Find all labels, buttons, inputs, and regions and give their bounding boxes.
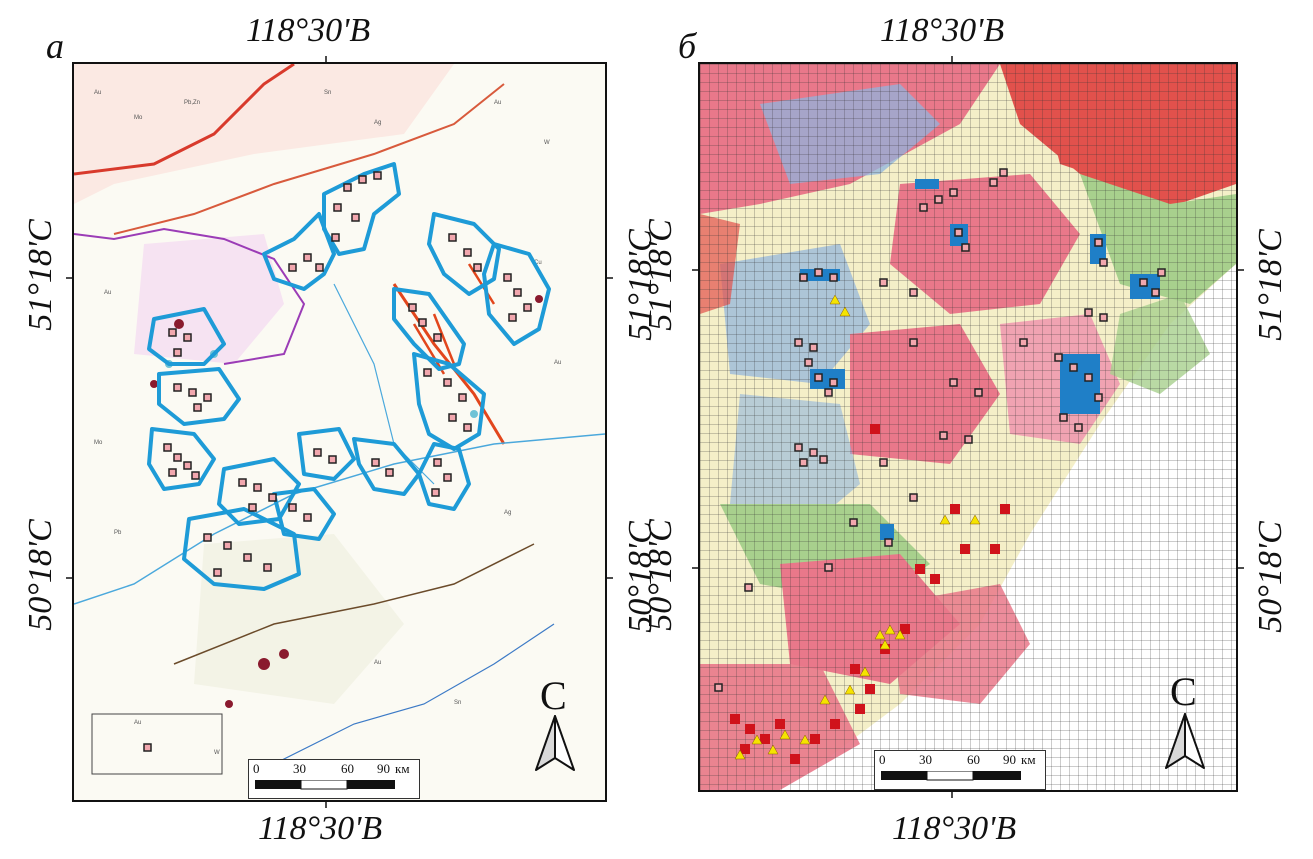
svg-text:Au: Au [94,90,101,96]
svg-text:W: W [214,750,220,756]
panel-b-scale-tick-90: 90 [1003,752,1016,767]
panel-b-scale-segments [881,771,1021,781]
panel-a-map: Au Mo Pb,Zn Sn Ag Au W Au Mo Pb Cu Au Ag Au Sn Au W [72,62,607,802]
svg-text:Mo: Mo [94,440,103,446]
panel-b-bottom-longitude: 118°30'В [892,810,1017,847]
panel-b-scale-tick-0: 0 [879,752,886,767]
panel-a-letter: а [40,28,70,64]
svg-text:Au: Au [134,720,141,726]
svg-text:Au: Au [554,360,561,366]
panel-a-north-arrow-icon [535,715,575,771]
panel-a-map-canvas: Au Mo Pb,Zn Sn Ag Au W Au Mo Pb Cu Au Ag Au Sn Au W [74,64,605,800]
svg-text:Ag: Ag [374,120,381,126]
panel-a-scale-bar: 0 30 60 90 км [248,759,420,799]
svg-text:Mo: Mo [134,115,143,121]
panel-a-scale-tick-90: 90 [377,761,390,776]
panel-b-letter: б [672,28,703,64]
panel-b-top-longitude: 118°30'В [880,12,1005,49]
panel-a-north-letter: С [540,673,567,718]
panel-b-scale-unit: км [1021,752,1036,767]
panel-b-map-canvas [700,64,1236,790]
svg-text:Pb,Zn: Pb,Zn [184,100,200,106]
svg-text:Pb: Pb [114,530,122,536]
panel-b-north-letter: С [1170,669,1197,714]
panel-a-scale-segments [255,780,395,790]
svg-text:Sn: Sn [454,700,461,706]
svg-text:W: W [544,140,550,146]
panel-a-scale-unit: км [395,761,410,776]
svg-text:Au: Au [104,290,111,296]
panel-a-scale-tick-30: 30 [293,761,306,776]
panel-b-north-arrow-icon [1165,713,1205,769]
panel-a-scale-tick-60: 60 [341,761,354,776]
panel-b-scale-tick-30: 30 [919,752,932,767]
panel-a-bottom-longitude: 118°30'В [258,810,383,847]
svg-text:Au: Au [374,660,381,666]
svg-text:Ag: Ag [504,510,511,516]
panel-b-map: С 0 30 60 90 км [698,62,1238,792]
panel-a-scale-tick-0: 0 [253,761,260,776]
panel-a-top-longitude: 118°30'В [246,12,371,49]
panel-b-scale-tick-60: 60 [967,752,980,767]
svg-text:Sn: Sn [324,90,331,96]
svg-text:Au: Au [494,100,501,106]
svg-text:Cu: Cu [534,260,542,266]
panel-b-scale-bar: 0 30 60 90 км [874,750,1046,790]
